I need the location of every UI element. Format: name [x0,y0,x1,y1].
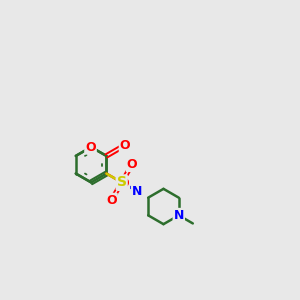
Text: O: O [120,139,130,152]
Text: O: O [127,158,137,171]
Text: O: O [85,141,96,154]
Text: O: O [118,177,129,190]
Text: S: S [117,176,127,189]
Text: N: N [174,209,184,222]
Text: O: O [106,194,117,207]
Text: N: N [132,185,142,198]
